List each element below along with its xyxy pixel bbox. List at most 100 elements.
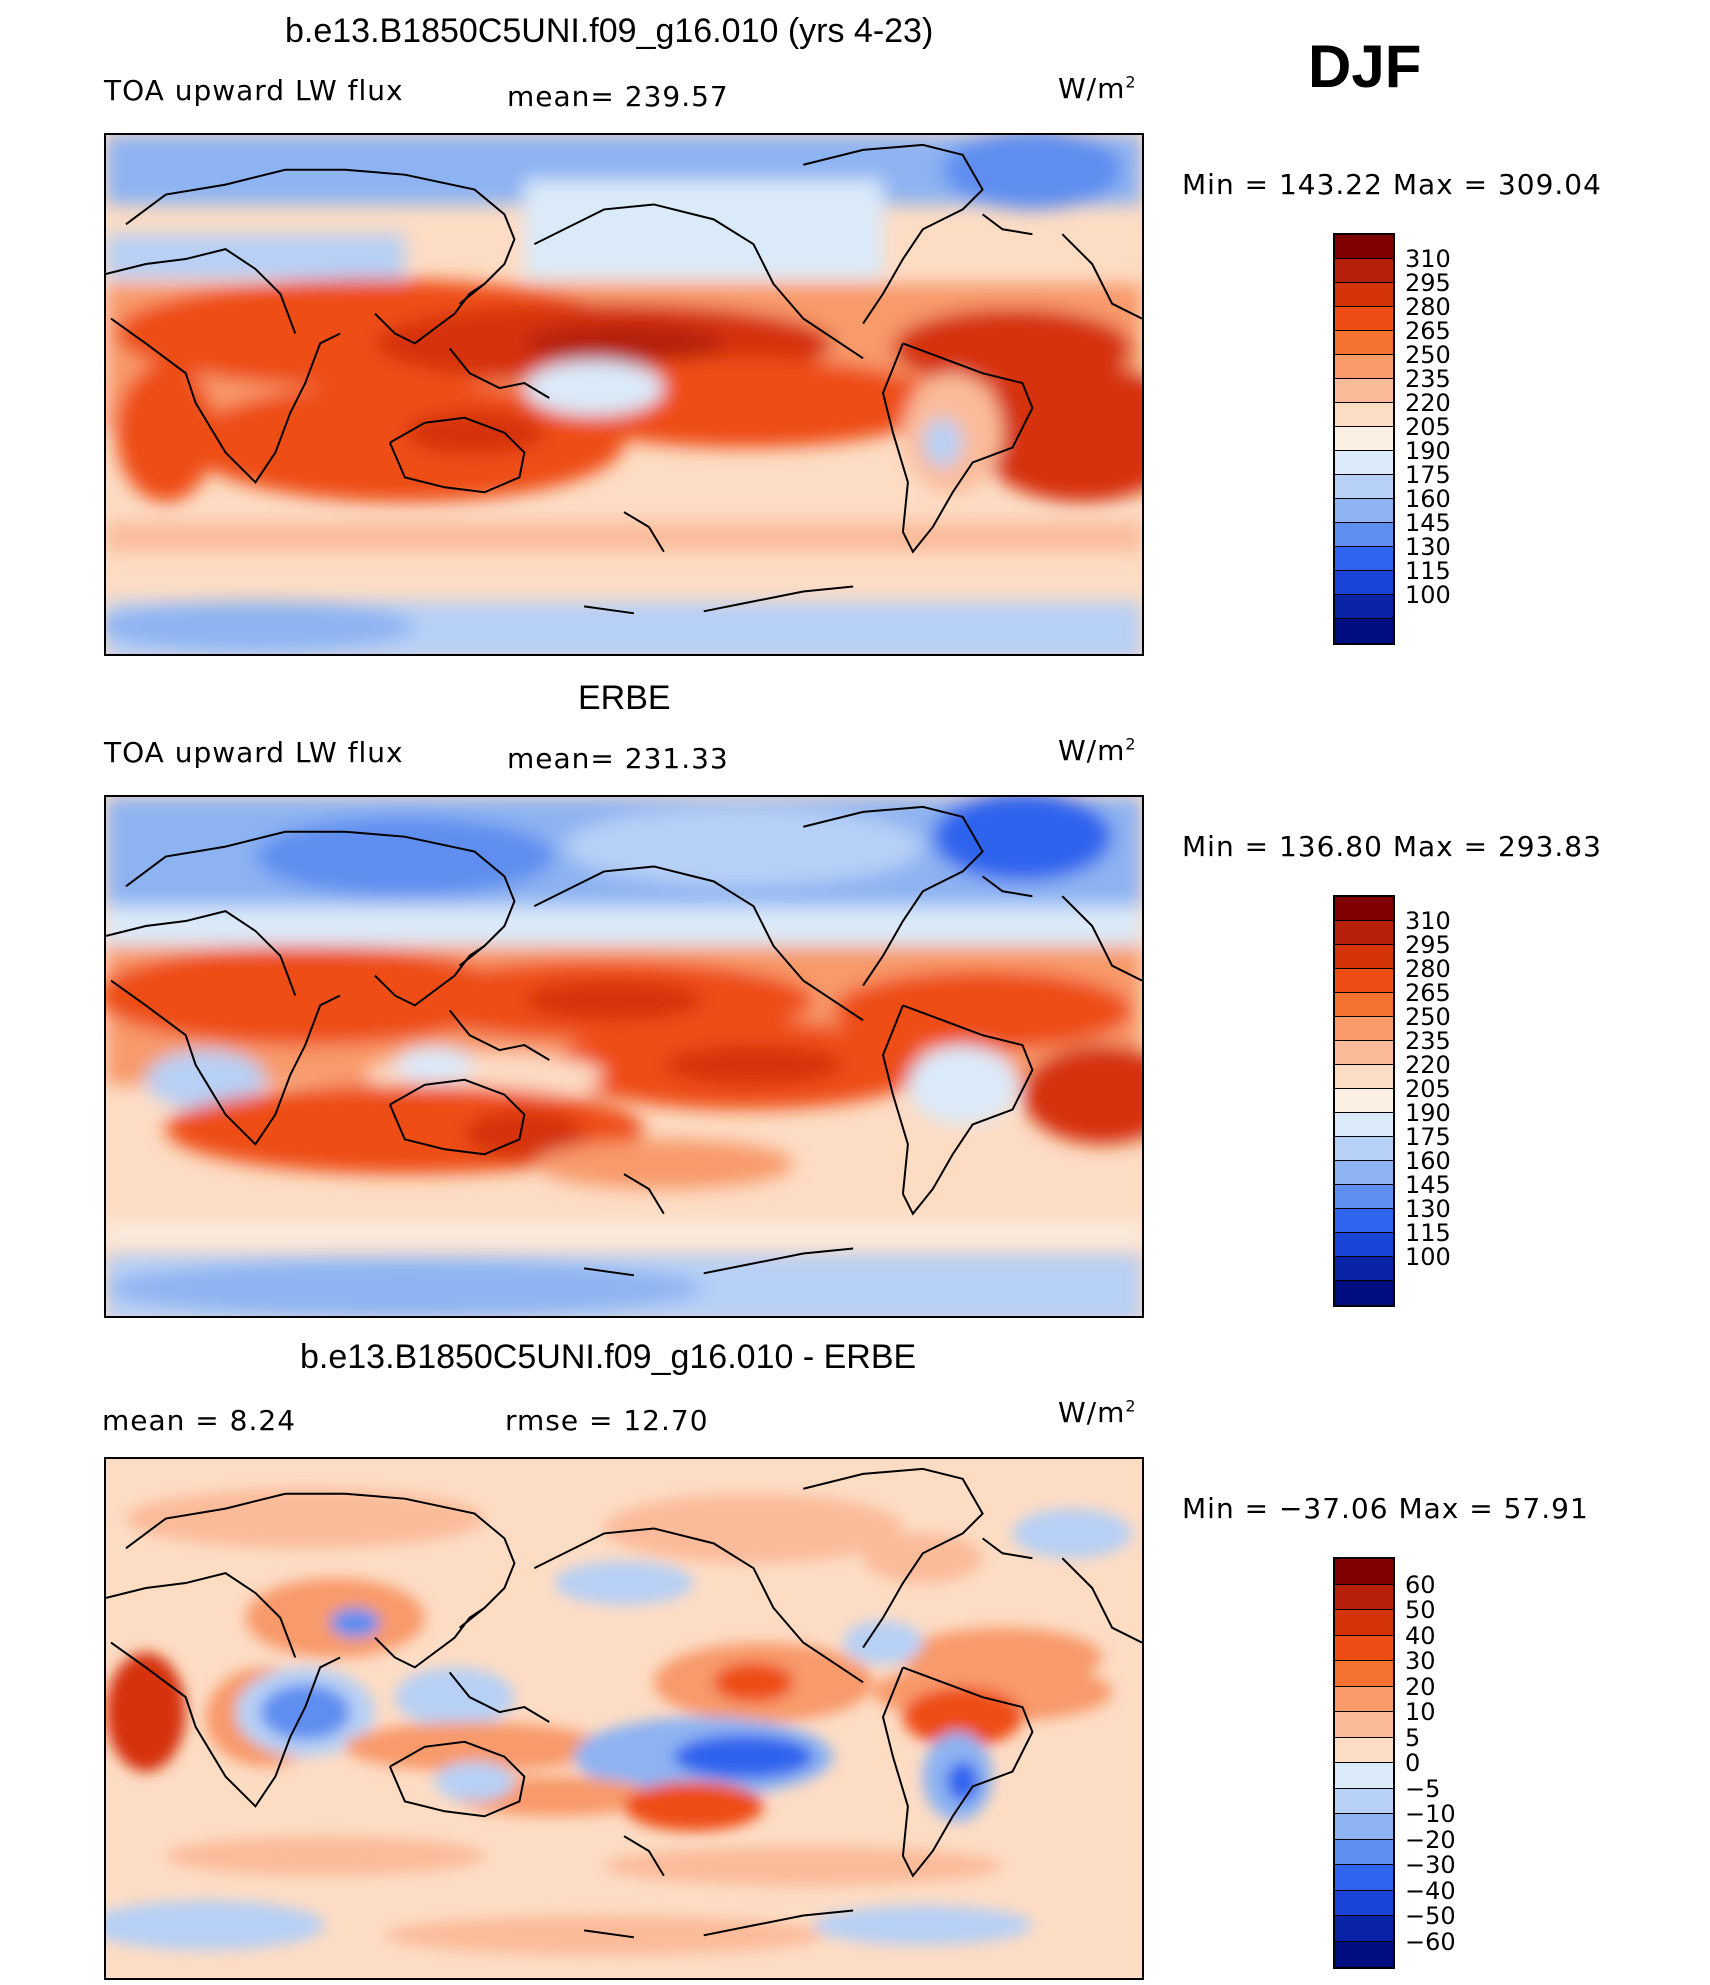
panel1-colorbar-swatch: [1335, 451, 1393, 475]
panel2-colorbar-tick-label: 190: [1405, 1099, 1451, 1127]
panel1-colorbar-tick-label: 310: [1405, 245, 1451, 273]
panel2-colorbar-swatch: [1335, 1281, 1393, 1305]
panel3-colorbar-swatch: [1335, 1686, 1393, 1712]
panel1-colorbar-tick-label: 250: [1405, 341, 1451, 369]
panel1-colorbar-swatch: [1335, 523, 1393, 547]
panel3-difference-map: [104, 1457, 1144, 1980]
panel3-colorbar-swatch: [1335, 1941, 1393, 1967]
panel1-mean-label: mean= 239.57: [507, 80, 729, 113]
panel2-colorbar-swatch: [1335, 1113, 1393, 1137]
panel1-units-label: W/m2: [1058, 72, 1137, 105]
panel3-colorbar-tick-label: −40: [1405, 1876, 1456, 1905]
panel3-colorbar-tick-label: 30: [1405, 1647, 1436, 1675]
panel3-colorbar-tick-label: 5: [1405, 1723, 1421, 1752]
panel1-colorbar-tick-label: 160: [1405, 485, 1451, 513]
panel1-colorbar-swatch: [1335, 259, 1393, 283]
panel1-colorbar-tick-label: 295: [1405, 269, 1451, 297]
panel1-colorbar-tick-label: 235: [1405, 365, 1451, 393]
panel1-colorbar-swatch: [1335, 331, 1393, 355]
panel3-colorbar-swatch: [1335, 1737, 1393, 1763]
panel2-colorbar-tick-label: 265: [1405, 979, 1451, 1007]
panel3-colorbar-swatch: [1335, 1788, 1393, 1814]
panel3-colorbar-swatch: [1335, 1712, 1393, 1738]
panel1-colorbar-swatch: [1335, 547, 1393, 571]
panel3-colorbar-swatch: [1335, 1559, 1393, 1585]
panel2-colorbar-swatch: [1335, 1017, 1393, 1041]
panel3-colorbar-tick-label: 50: [1405, 1596, 1436, 1624]
panel1-colorbar: [1333, 233, 1395, 645]
panel2-colorbar-tick-label: 160: [1405, 1147, 1451, 1175]
panel2-mean-label: mean= 231.33: [507, 742, 729, 775]
panel3-colorbar-swatch: [1335, 1584, 1393, 1610]
panel1-colorbar-swatch: [1335, 427, 1393, 451]
panel3-mean-label: mean = 8.24: [102, 1404, 297, 1437]
panel1-variable-label: TOA upward LW flux: [104, 74, 404, 107]
panel1-colorbar-swatch: [1335, 283, 1393, 307]
panel3-colorbar-swatch: [1335, 1916, 1393, 1942]
panel2-title: ERBE: [578, 679, 671, 717]
panel2-colorbar: [1333, 895, 1395, 1307]
panel1-colorbar-tick-label: 265: [1405, 317, 1451, 345]
panel3-colorbar-tick-label: 60: [1405, 1570, 1436, 1599]
panel2-colorbar-swatch: [1335, 993, 1393, 1017]
panel1-colorbar-tick-label: 220: [1405, 389, 1451, 417]
panel1-colorbar-swatch: [1335, 595, 1393, 619]
panel1-colorbar-swatch: [1335, 355, 1393, 379]
panel2-colorbar-swatch: [1335, 1161, 1393, 1185]
panel2-colorbar-tick-label: 235: [1405, 1027, 1451, 1055]
season-label: DJF: [1308, 33, 1422, 100]
panel1-colorbar-tick-label: 280: [1405, 293, 1451, 321]
panel2-colorbar-swatch: [1335, 1209, 1393, 1233]
panel1-colorbar-swatch: [1335, 475, 1393, 499]
panel1-model-map: [104, 133, 1144, 656]
panel3-colorbar-swatch: [1335, 1839, 1393, 1865]
panel3-colorbar-swatch: [1335, 1865, 1393, 1891]
panel2-colorbar-swatch: [1335, 921, 1393, 945]
panel2-erbe-map: [104, 795, 1144, 1318]
panel3-colorbar-tick-label: 40: [1405, 1621, 1436, 1650]
panel2-colorbar-tick-label: 205: [1405, 1075, 1451, 1103]
panel1-colorbar-swatch: [1335, 235, 1393, 259]
panel2-colorbar-swatch: [1335, 945, 1393, 969]
panel3-colorbar-swatch: [1335, 1763, 1393, 1789]
panel3-rmse-label: rmse = 12.70: [505, 1404, 709, 1437]
panel3-minmax-label: Min = −37.06 Max = 57.91: [1182, 1492, 1589, 1525]
panel3-colorbar-tick-label: −60: [1405, 1927, 1456, 1956]
panel1-colorbar-tick-label: 145: [1405, 509, 1451, 537]
panel3-colorbar-swatch: [1335, 1661, 1393, 1687]
panel2-colorbar-tick-label: 130: [1405, 1195, 1451, 1223]
panel2-colorbar-swatch: [1335, 897, 1393, 921]
panel1-colorbar-swatch: [1335, 571, 1393, 595]
panel2-colorbar-swatch: [1335, 1257, 1393, 1281]
panel3-colorbar-swatch: [1335, 1635, 1393, 1661]
panel1-colorbar-tick-label: 130: [1405, 533, 1451, 561]
panel3-colorbar-tick-label: −30: [1405, 1851, 1456, 1879]
panel2-colorbar-tick-label: 100: [1405, 1243, 1451, 1271]
panel3-colorbar-tick-label: −10: [1405, 1800, 1456, 1828]
panel3-colorbar-swatch: [1335, 1890, 1393, 1916]
panel3-colorbar-tick-label: 20: [1405, 1672, 1436, 1701]
panel1-colorbar-tick-label: 205: [1405, 413, 1451, 441]
panel2-colorbar-swatch: [1335, 969, 1393, 993]
panel2-colorbar-tick-label: 115: [1405, 1219, 1451, 1247]
panel2-colorbar-tick-label: 295: [1405, 931, 1451, 959]
panel2-colorbar-swatch: [1335, 1137, 1393, 1161]
panel2-variable-label: TOA upward LW flux: [104, 736, 404, 769]
panel1-colorbar-tick-label: 115: [1405, 557, 1451, 585]
panel3-colorbar-tick-label: −50: [1405, 1902, 1456, 1930]
panel3-colorbar-tick-label: 0: [1405, 1749, 1421, 1777]
panel2-units-label: W/m2: [1058, 734, 1137, 767]
panel2-minmax-label: Min = 136.80 Max = 293.83: [1182, 830, 1602, 863]
panel3-title: b.e13.B1850C5UNI.f09_g16.010 - ERBE: [300, 1338, 917, 1376]
panel1-colorbar-swatch: [1335, 499, 1393, 523]
panel2-colorbar-tick-label: 310: [1405, 907, 1451, 935]
panel2-colorbar-tick-label: 250: [1405, 1003, 1451, 1031]
panel3-colorbar-tick-label: −20: [1405, 1825, 1456, 1854]
panel1-minmax-label: Min = 143.22 Max = 309.04: [1182, 168, 1602, 201]
panel1-colorbar-tick-label: 190: [1405, 437, 1451, 465]
panel3-colorbar-swatch: [1335, 1814, 1393, 1840]
panel2-colorbar-swatch: [1335, 1041, 1393, 1065]
panel2-colorbar-tick-label: 145: [1405, 1171, 1451, 1199]
panel3-colorbar-tick-label: −5: [1405, 1774, 1441, 1803]
panel1-colorbar-tick-label: 100: [1405, 581, 1451, 609]
